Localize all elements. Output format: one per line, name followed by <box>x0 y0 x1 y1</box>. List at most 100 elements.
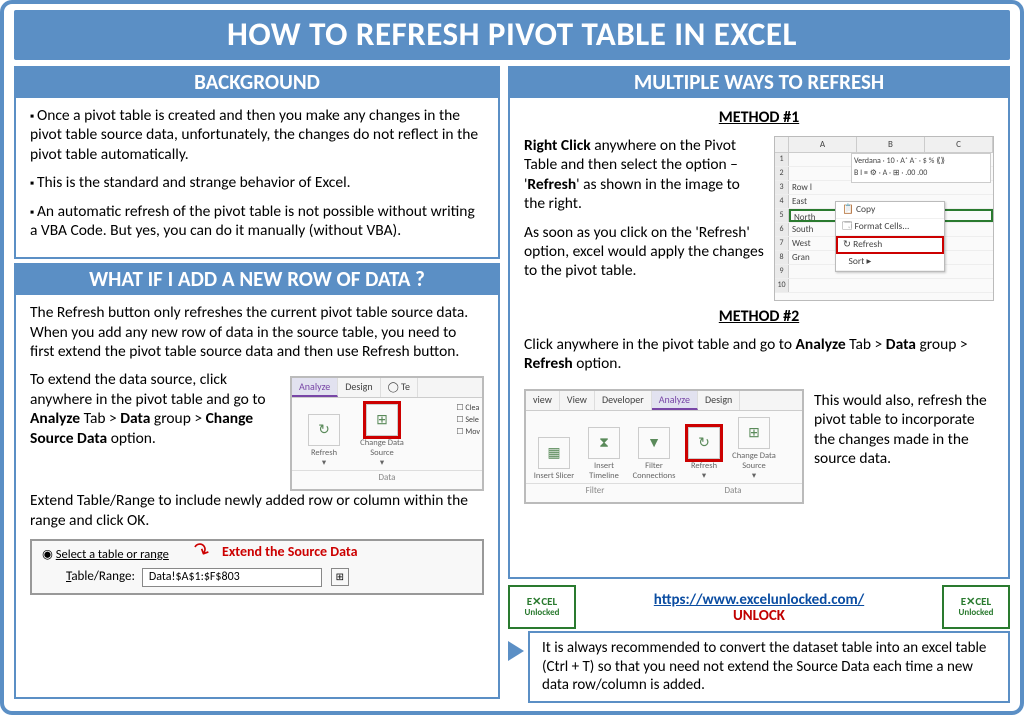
b: Refresh <box>524 354 573 373</box>
method2-p1: Click anywhere in the pivot table and go… <box>524 335 994 374</box>
tab-analyze[interactable]: Analyze <box>652 391 698 410</box>
excel-unlocked-logo: E✕CEL Unlocked <box>508 585 576 629</box>
o: Mov <box>456 426 480 438</box>
l: Refresh <box>691 461 717 471</box>
lbl: Refresh <box>311 448 337 458</box>
method1-text: Right Click anywhere on the Pivot Table … <box>524 136 764 290</box>
field-label: Table/Range: <box>66 569 135 584</box>
l: Format Cells... <box>854 220 909 232</box>
l: Refresh <box>853 238 882 250</box>
tab[interactable]: View <box>560 391 595 410</box>
g: ⊞ <box>738 417 770 449</box>
annotation: Extend the Source Data <box>222 543 358 561</box>
txt: option. <box>107 429 156 448</box>
b: Unlocked <box>959 607 994 618</box>
t: E✕CEL <box>527 596 557 607</box>
footer-links-row: E✕CEL Unlocked https://www.excelunlocked… <box>508 585 1010 629</box>
page-frame: HOW TO REFRESH PIVOT TABLE IN EXCEL BACK… <box>0 0 1024 715</box>
t: Tab > <box>846 335 886 354</box>
method1-p1: Right Click anywhere on the Pivot Table … <box>524 136 764 214</box>
group-labels: FilterData <box>526 483 802 496</box>
tab[interactable]: view <box>526 391 560 410</box>
background-heading: BACKGROUND <box>16 68 498 98</box>
txt: Tab > <box>80 409 120 428</box>
l: Copy <box>856 203 875 215</box>
t: E✕CEL <box>961 596 991 607</box>
context-menu: 📋 Copy 🗔 Format Cells... ↻ Refresh Sort … <box>835 201 945 272</box>
method2-row: view View Developer Analyze Design ▦ Inse… <box>524 383 994 504</box>
t: Click anywhere in the pivot table and go… <box>524 335 796 354</box>
lbl: Select a table or range <box>56 547 169 562</box>
l: Change Data Source <box>732 451 776 471</box>
g: ↻ <box>688 427 720 459</box>
tab[interactable]: Design <box>698 391 740 410</box>
background-bullet: This is the standard and strange behavio… <box>30 173 484 192</box>
method1-p2: As soon as you click on the 'Refresh' op… <box>524 223 764 281</box>
l: Filter Connections <box>633 461 676 481</box>
main-title: HOW TO REFRESH PIVOT TABLE IN EXCEL <box>14 10 1010 60</box>
col: B <box>857 137 925 152</box>
left-column: BACKGROUND Once a pivot table is created… <box>14 66 500 703</box>
methods-heading: MULTIPLE WAYS TO REFRESH <box>510 68 1008 98</box>
g: ▦ <box>538 437 570 469</box>
background-body: Once a pivot table is created and then y… <box>16 98 498 257</box>
methods-box: MULTIPLE WAYS TO REFRESH METHOD #1 Right… <box>508 66 1010 579</box>
tab[interactable]: Developer <box>595 391 652 410</box>
ribbon-tabs: view View Developer Analyze Design <box>526 391 802 411</box>
l: Insert Timeline <box>589 461 619 481</box>
insert-timeline-icon[interactable]: ⧗Insert Timeline <box>580 427 628 481</box>
lbl: Change Data Source <box>360 438 404 458</box>
insert-slicer-icon[interactable]: ▦ Insert Slicer <box>530 437 578 481</box>
ribbon-screenshot-left: Analyze Design ◯ Te ↻Refresh▾ ⊞Change Da… <box>290 376 484 491</box>
brand-text: UNLOCK <box>733 607 785 625</box>
range-picker-icon[interactable]: ⊞ <box>331 568 349 586</box>
triangle-icon <box>508 641 524 661</box>
range-input[interactable]: Data!$A$1:$F$803 <box>142 568 322 587</box>
txt: group > <box>150 409 205 428</box>
background-bullet: An automatic refresh of the pivot table … <box>30 202 484 241</box>
group-label: Data <box>292 470 482 483</box>
b: Refresh <box>527 175 576 194</box>
b: Data <box>886 335 916 354</box>
method2-label: METHOD #2 <box>524 307 994 327</box>
menu-copy[interactable]: 📋 Copy <box>836 202 944 219</box>
l: B I ≡ ⚙ · A · ⊞ · .00 .00 <box>854 167 988 179</box>
range-row: Table/Range: Data!$A$1:$F$803 ⊞ <box>42 568 472 587</box>
change-data-source-icon[interactable]: ⊞Change Data Source▾ <box>730 417 778 481</box>
newrow-row2: To extend the data source, click anywher… <box>30 370 484 491</box>
g: Filter <box>526 485 664 496</box>
refresh-icon[interactable]: ↻Refresh▾ <box>680 427 728 481</box>
ribbon-tabs: Analyze Design ◯ Te <box>292 378 482 398</box>
l: Verdana · 10 · A⁺ A⁻ · $ % ⟪⟫ <box>854 155 988 167</box>
l: Insert Slicer <box>534 471 575 481</box>
range-dialog: ↷ Extend the Source Data Select a table … <box>30 539 484 595</box>
newrow-body: The Refresh button only refreshes the cu… <box>16 295 498 697</box>
ribbon-icons: ▦ Insert Slicer ⧗Insert Timeline ▼Filter … <box>526 411 802 483</box>
t: option. <box>573 354 622 373</box>
newrow-p1: The Refresh button only refreshes the cu… <box>30 303 484 361</box>
menu-format-cells[interactable]: 🗔 Format Cells... <box>836 219 944 236</box>
excel-unlocked-logo: E✕CEL Unlocked <box>942 585 1010 629</box>
corner <box>775 137 789 152</box>
newrow-box: WHAT IF I ADD A NEW ROW OF DATA ? The Re… <box>14 263 500 699</box>
refresh-icon[interactable]: ↻Refresh▾ <box>296 414 352 468</box>
col-headers: A B C <box>775 137 993 153</box>
tab-more: ◯ Te <box>381 378 418 397</box>
change-data-source-icon[interactable]: ⊞Change Data Source▾ <box>354 404 410 468</box>
mini-toolbar[interactable]: Verdana · 10 · A⁺ A⁻ · $ % ⟪⟫ B I ≡ ⚙ · … <box>851 153 991 183</box>
col: A <box>789 137 857 152</box>
bold: Data <box>120 409 150 428</box>
content-columns: BACKGROUND Once a pivot table is created… <box>14 66 1010 703</box>
tab-analyze[interactable]: Analyze <box>292 378 338 397</box>
glyph: ↻ <box>308 414 340 446</box>
menu-refresh[interactable]: ↻ Refresh <box>836 236 944 254</box>
col: C <box>925 137 993 152</box>
footer-tip-row: It is always recommended to convert the … <box>508 631 1010 703</box>
tab-design[interactable]: Design <box>338 378 380 397</box>
filter-connections-icon[interactable]: ▼Filter Connections <box>630 427 678 481</box>
menu-sort[interactable]: Sort ▸ <box>836 254 944 271</box>
o: Clea <box>456 402 480 414</box>
o: Sele <box>456 414 480 426</box>
newrow-p3: Extend Table/Range to include newly adde… <box>30 491 484 530</box>
txt: To extend the data source, click anywher… <box>30 370 266 408</box>
